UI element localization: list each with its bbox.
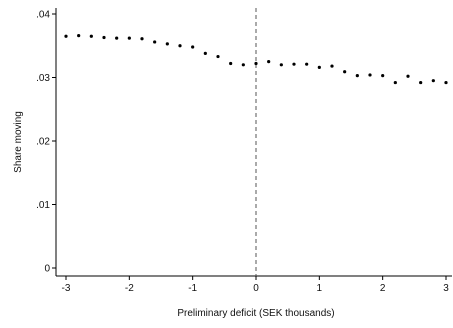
x-axis-title: Preliminary deficit (SEK thousands) (177, 308, 334, 319)
y-ticks: 0 .01 .02 .03 .04 (36, 10, 56, 275)
y-tick-label: 0 (44, 264, 50, 275)
data-point (203, 51, 207, 55)
data-points (64, 33, 448, 85)
data-point (406, 74, 410, 78)
data-point (64, 34, 68, 38)
data-point (279, 63, 283, 67)
x-tick-label: 2 (380, 283, 386, 294)
data-point (431, 79, 435, 83)
x-tick-label: -1 (188, 283, 197, 294)
data-point (165, 42, 169, 46)
data-point (254, 61, 258, 66)
data-point (393, 80, 397, 85)
data-point (381, 73, 385, 78)
x-tick-label: -3 (62, 283, 71, 294)
x-tick-label: -2 (125, 283, 134, 294)
data-point (191, 45, 195, 49)
data-point (368, 73, 372, 77)
data-point (305, 62, 309, 66)
data-point (89, 34, 93, 38)
x-tick-label: 1 (317, 283, 323, 294)
data-point (292, 62, 296, 66)
data-point (343, 70, 347, 74)
data-point (267, 60, 271, 64)
y-tick-label: .03 (36, 73, 50, 84)
data-point (229, 61, 233, 66)
data-point (317, 65, 321, 69)
x-ticks: -3 -2 -1 0 1 2 3 (62, 276, 449, 294)
data-point (140, 37, 144, 41)
y-tick-label: .04 (36, 10, 50, 21)
x-tick-label: 3 (443, 283, 449, 294)
data-point (444, 80, 448, 85)
data-point (330, 64, 334, 68)
data-point (115, 36, 119, 40)
y-axis-title: Share moving (13, 111, 24, 173)
data-point (216, 54, 220, 59)
data-point (355, 73, 359, 78)
axes (55, 8, 452, 277)
data-point (102, 35, 106, 40)
data-point (153, 40, 157, 44)
y-tick-label: .01 (36, 200, 50, 211)
data-point (77, 33, 81, 38)
data-point (178, 44, 182, 48)
y-tick-label: .02 (36, 137, 50, 148)
data-point (241, 63, 245, 67)
data-point (419, 80, 423, 85)
data-point (127, 36, 131, 40)
x-tick-label: 0 (253, 283, 259, 294)
